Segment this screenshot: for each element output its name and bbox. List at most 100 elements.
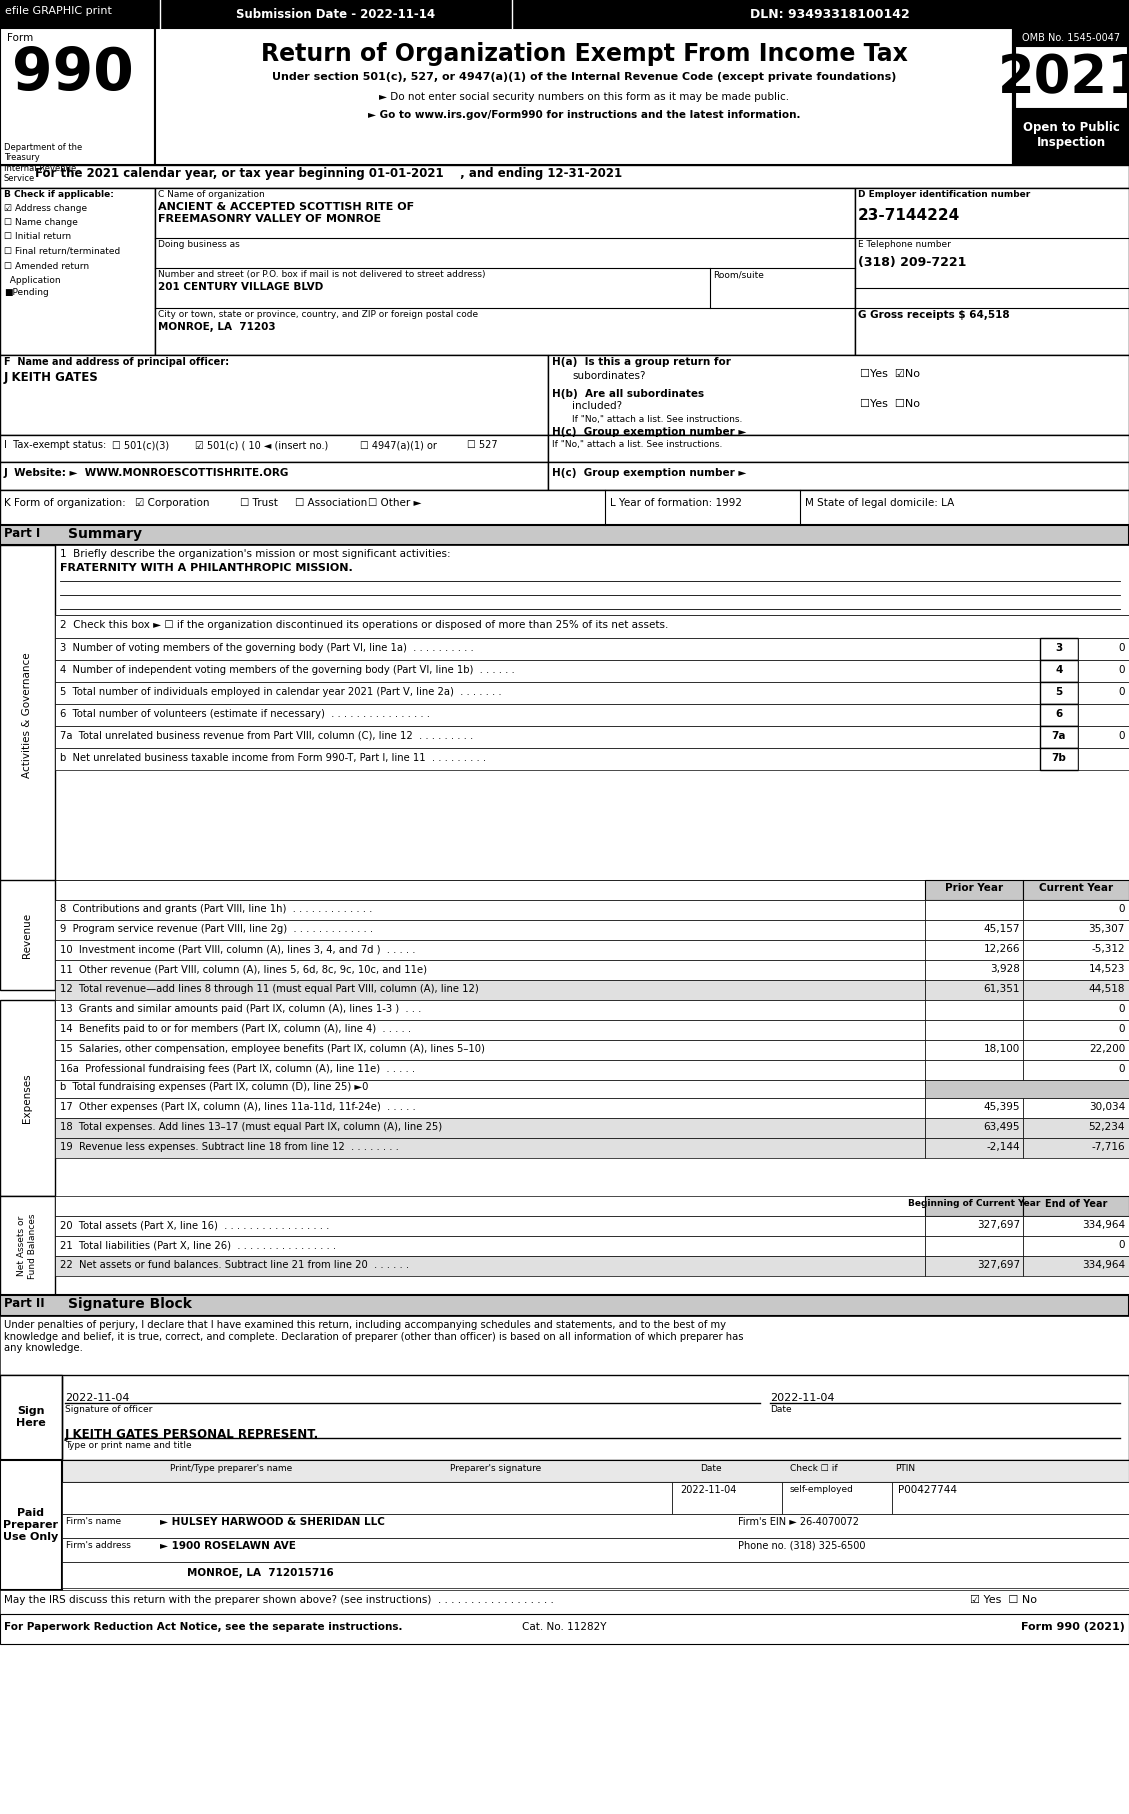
Bar (62, 1482, 672, 1515)
Text: 10  Investment income (Part VIII, column (A), lines 3, 4, and 7d )  . . . . .: 10 Investment income (Part VIII, column … (60, 943, 415, 954)
Bar (1023, 1195, 1129, 1215)
Bar (1078, 880, 1129, 902)
Text: 9  Program service revenue (Part VIII, line 2g)  . . . . . . . . . . . . .: 9 Program service revenue (Part VIII, li… (60, 923, 373, 934)
Bar (548, 435, 1129, 463)
Text: 44,518: 44,518 (1088, 983, 1124, 994)
Text: 334,964: 334,964 (1082, 1221, 1124, 1230)
Text: 0: 0 (1119, 642, 1124, 653)
Bar (1023, 1215, 1129, 1235)
Text: 35,307: 35,307 (1088, 923, 1124, 934)
Text: 11  Other revenue (Part VIII, column (A), lines 5, 6d, 8c, 9c, 10c, and 11e): 11 Other revenue (Part VIII, column (A),… (60, 963, 427, 974)
Text: -2,144: -2,144 (987, 1143, 1019, 1152)
Text: J  Website: ►  WWW.MONROESCOTTISHRITE.ORG: J Website: ► WWW.MONROESCOTTISHRITE.ORG (5, 468, 289, 479)
Text: (318) 209-7221: (318) 209-7221 (858, 256, 966, 268)
Bar (1023, 1235, 1129, 1255)
Bar (925, 880, 1023, 900)
Text: 0: 0 (1119, 731, 1124, 740)
Text: ☐ Amended return: ☐ Amended return (5, 261, 89, 270)
Text: 327,697: 327,697 (977, 1261, 1019, 1270)
Bar (55, 1097, 925, 1117)
Text: F  Name and address of principal officer:: F Name and address of principal officer: (5, 357, 229, 366)
Text: 12  Total revenue—add lines 8 through 11 (must equal Part VIII, column (A), line: 12 Total revenue—add lines 8 through 11 … (60, 983, 479, 994)
Text: ☐Yes  ☐No: ☐Yes ☐No (860, 399, 920, 408)
Bar (55, 960, 925, 980)
Text: Application: Application (5, 276, 61, 285)
Text: Phone no. (318) 325-6500: Phone no. (318) 325-6500 (738, 1542, 866, 1551)
Text: 2022-11-04: 2022-11-04 (770, 1393, 834, 1402)
Text: b  Total fundraising expenses (Part IX, column (D), line 25) ►0: b Total fundraising expenses (Part IX, c… (60, 1081, 368, 1092)
Text: Print/Type preparer's name: Print/Type preparer's name (170, 1464, 292, 1473)
Bar (925, 1039, 1023, 1059)
Text: ■Pending: ■Pending (5, 288, 49, 297)
Text: 2021: 2021 (998, 53, 1129, 103)
Text: FRATERNITY WITH A PHILANTHROPIC MISSION.: FRATERNITY WITH A PHILANTHROPIC MISSION. (60, 562, 352, 573)
Text: FREEMASONRY VALLEY OF MONROE: FREEMASONRY VALLEY OF MONROE (158, 214, 382, 223)
Text: ☑ Yes  ☐ No: ☑ Yes ☐ No (970, 1595, 1038, 1605)
Text: 4: 4 (1056, 666, 1062, 675)
Bar (55, 920, 925, 940)
Bar (1078, 747, 1129, 769)
Text: ☑ Address change: ☑ Address change (5, 203, 87, 212)
Text: 45,157: 45,157 (983, 923, 1019, 934)
Text: efile GRAPHIC print: efile GRAPHIC print (5, 5, 112, 16)
Bar (1078, 682, 1129, 704)
Text: 6  Total number of volunteers (estimate if necessary)  . . . . . . . . . . . . .: 6 Total number of volunteers (estimate i… (60, 709, 430, 718)
Text: 2  Check this box ► ☐ if the organization discontinued its operations or dispose: 2 Check this box ► ☐ if the organization… (60, 620, 668, 629)
Text: Firm's address: Firm's address (65, 1542, 131, 1549)
Text: ☐ Trust: ☐ Trust (240, 499, 278, 508)
Bar (62, 1562, 1129, 1587)
Text: Paid
Preparer
Use Only: Paid Preparer Use Only (3, 1509, 59, 1542)
Bar (1040, 747, 1078, 769)
Text: ☐ Final return/terminated: ☐ Final return/terminated (5, 247, 121, 256)
Text: Type or print name and title: Type or print name and title (65, 1440, 192, 1449)
Text: For the 2021 calendar year, or tax year beginning 01-01-2021    , and ending 12-: For the 2021 calendar year, or tax year … (35, 167, 622, 180)
Bar (0, 1614, 1129, 1643)
Text: 19  Revenue less expenses. Subtract line 18 from line 12  . . . . . . . .: 19 Revenue less expenses. Subtract line … (60, 1143, 399, 1152)
Bar (55, 1255, 925, 1275)
Bar (1023, 920, 1129, 940)
Text: ☑ 501(c) ( 10 ◄ (insert no.): ☑ 501(c) ( 10 ◄ (insert no.) (195, 441, 329, 450)
Text: 23-7144224: 23-7144224 (858, 209, 961, 223)
Bar (55, 615, 1129, 639)
Text: 52,234: 52,234 (1088, 1123, 1124, 1132)
Text: Check ☐ if: Check ☐ if (790, 1464, 838, 1473)
Text: 3: 3 (1056, 642, 1062, 653)
Text: Expenses: Expenses (21, 1074, 32, 1123)
Bar (55, 747, 1040, 769)
Bar (925, 920, 1023, 940)
Bar (55, 1117, 925, 1137)
Text: Sign
Here: Sign Here (16, 1406, 46, 1428)
Text: H(a)  Is this a group return for: H(a) Is this a group return for (552, 357, 730, 366)
Text: -5,312: -5,312 (1092, 943, 1124, 954)
Text: Firm's name: Firm's name (65, 1517, 121, 1526)
Bar (62, 1515, 1129, 1538)
Text: subordinates?: subordinates? (572, 372, 646, 381)
Text: 7a  Total unrelated business revenue from Part VIII, column (C), line 12  . . . : 7a Total unrelated business revenue from… (60, 731, 473, 740)
Bar (1023, 1137, 1129, 1157)
Bar (55, 1059, 925, 1079)
Bar (1040, 682, 1078, 704)
Bar (925, 1195, 1023, 1215)
Bar (925, 1137, 1023, 1157)
Text: ► Do not enter social security numbers on this form as it may be made public.: ► Do not enter social security numbers o… (379, 93, 789, 102)
Text: ☐ Other ►: ☐ Other ► (368, 499, 421, 508)
Bar (155, 27, 1013, 165)
Bar (672, 1482, 782, 1515)
Text: 201 CENTURY VILLAGE BLVD: 201 CENTURY VILLAGE BLVD (158, 281, 323, 292)
Text: May the IRS discuss this return with the preparer shown above? (see instructions: May the IRS discuss this return with the… (5, 1595, 554, 1605)
Text: ► HULSEY HARWOOD & SHERIDAN LLC: ► HULSEY HARWOOD & SHERIDAN LLC (160, 1517, 385, 1527)
Bar (1078, 726, 1129, 747)
Bar (55, 880, 925, 900)
Text: 4  Number of independent voting members of the governing body (Part VI, line 1b): 4 Number of independent voting members o… (60, 666, 515, 675)
Text: K Form of organization:: K Form of organization: (5, 499, 125, 508)
Text: City or town, state or province, country, and ZIP or foreign postal code: City or town, state or province, country… (158, 310, 478, 319)
Text: 2022-11-04: 2022-11-04 (680, 1486, 736, 1495)
Bar (1023, 1059, 1129, 1079)
Text: ☐ Initial return: ☐ Initial return (5, 232, 71, 241)
Bar (0, 435, 548, 463)
Text: 8  Contributions and grants (Part VIII, line 1h)  . . . . . . . . . . . . .: 8 Contributions and grants (Part VIII, l… (60, 903, 373, 914)
Bar (1040, 704, 1078, 726)
Text: 63,495: 63,495 (983, 1123, 1019, 1132)
Bar (925, 1019, 1023, 1039)
Text: 0: 0 (1119, 1065, 1124, 1074)
